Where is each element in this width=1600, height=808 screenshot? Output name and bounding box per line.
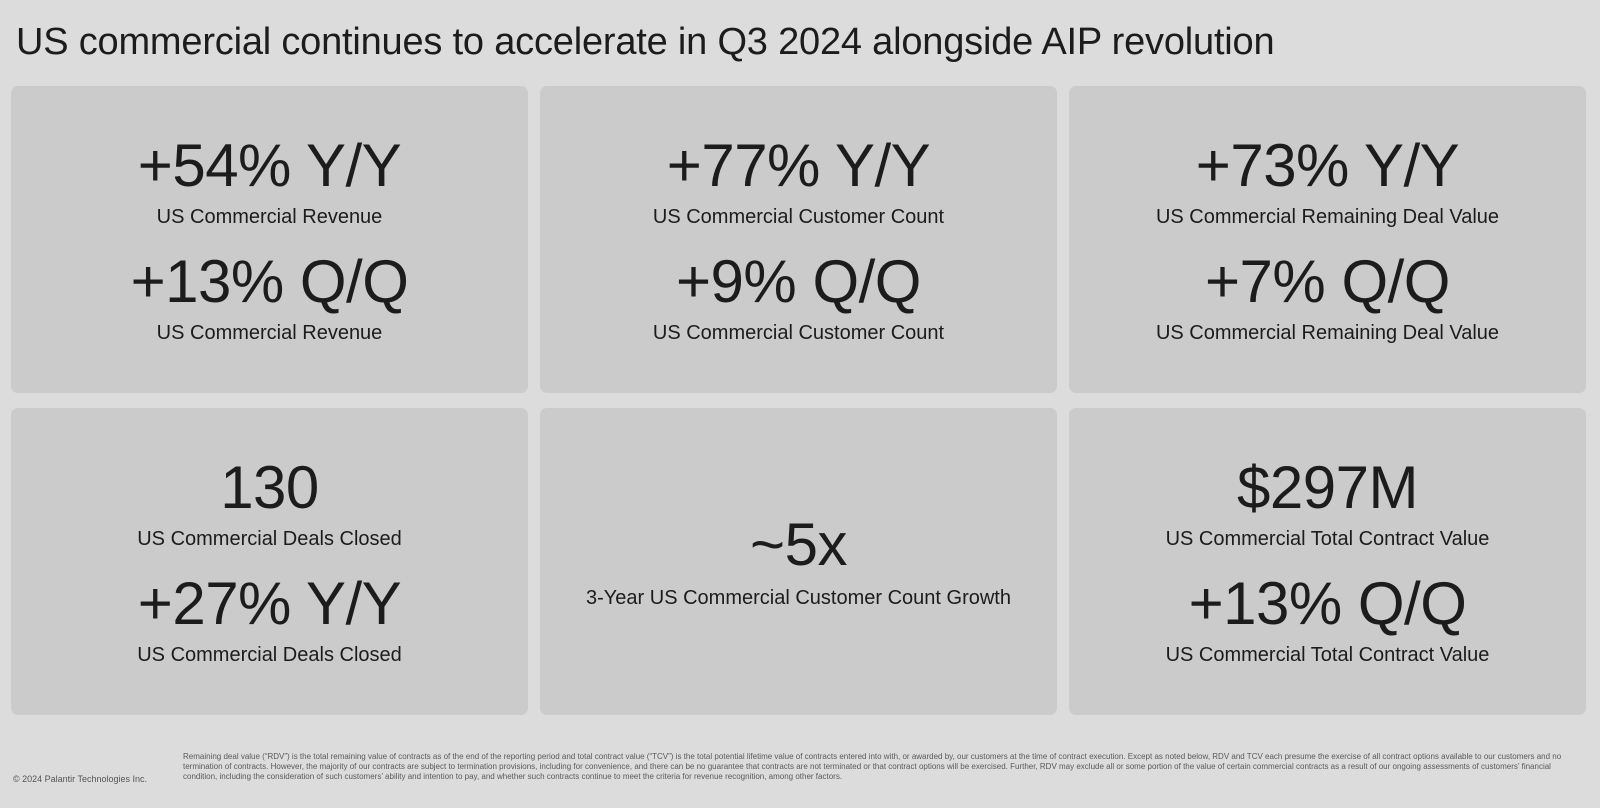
metric-rdv-yy: +73% Y/Y US Commercial Remaining Deal Va… <box>1155 131 1500 230</box>
metric-label: US Commercial Remaining Deal Value <box>1155 321 1500 344</box>
metric-label: US Commercial Customer Count <box>652 321 945 344</box>
metric-label: US Commercial Total Contract Value <box>1165 527 1490 550</box>
card-us-commercial-deals-closed: 130 US Commercial Deals Closed +27% Y/Y … <box>11 408 528 715</box>
metric-deals-closed-yy: +27% Y/Y US Commercial Deals Closed <box>137 569 402 668</box>
metric-value: +13% Q/Q <box>130 247 409 315</box>
card-us-commercial-rdv: +73% Y/Y US Commercial Remaining Deal Va… <box>1069 86 1586 393</box>
metric-value: +7% Q/Q <box>1205 247 1450 315</box>
footer: © 2024 Palantir Technologies Inc. Remain… <box>13 752 1587 796</box>
metric-value: +27% Y/Y <box>137 569 402 637</box>
metric-label: US Commercial Customer Count <box>652 205 945 228</box>
metric-label: US Commercial Deals Closed <box>137 643 402 666</box>
copyright-notice: © 2024 Palantir Technologies Inc. <box>13 774 148 784</box>
card-us-commercial-customer-count: +77% Y/Y US Commercial Customer Count +9… <box>540 86 1057 393</box>
card-us-commercial-tcv: $297M US Commercial Total Contract Value… <box>1069 408 1586 715</box>
metric-label: 3-Year US Commercial Customer Count Grow… <box>586 586 1011 609</box>
metric-label: US Commercial Remaining Deal Value <box>1155 205 1500 228</box>
card-customer-count-growth: ~5x 3-Year US Commercial Customer Count … <box>540 408 1057 715</box>
metric-value: +9% Q/Q <box>676 247 921 315</box>
metric-value: +54% Y/Y <box>137 131 402 199</box>
metric-customer-count-qq: +9% Q/Q US Commercial Customer Count <box>652 247 945 346</box>
metric-revenue-qq: +13% Q/Q US Commercial Revenue <box>130 247 409 346</box>
metric-rdv-qq: +7% Q/Q US Commercial Remaining Deal Val… <box>1155 247 1500 346</box>
page-title: US commercial continues to accelerate in… <box>16 21 1275 63</box>
metric-value: +73% Y/Y <box>1195 131 1460 199</box>
metric-revenue-yy: +54% Y/Y US Commercial Revenue <box>137 131 402 230</box>
metric-label: US Commercial Revenue <box>156 321 383 344</box>
metric-label: US Commercial Revenue <box>156 205 383 228</box>
metric-value: +13% Q/Q <box>1188 569 1467 637</box>
metric-tcv-qq: +13% Q/Q US Commercial Total Contract Va… <box>1165 569 1490 668</box>
metric-label: US Commercial Deals Closed <box>137 527 402 550</box>
metric-deals-closed-count: 130 US Commercial Deals Closed <box>137 453 402 552</box>
metric-value: 130 <box>220 453 319 521</box>
metric-tcv-value: $297M US Commercial Total Contract Value <box>1165 453 1490 552</box>
disclaimer-text: Remaining deal value (“RDV”) is the tota… <box>183 752 1562 781</box>
metric-value: $297M <box>1237 453 1418 521</box>
metric-value: ~5x <box>750 510 847 578</box>
metrics-grid: +54% Y/Y US Commercial Revenue +13% Q/Q … <box>11 86 1587 715</box>
metric-customer-count-yy: +77% Y/Y US Commercial Customer Count <box>652 131 945 230</box>
metric-value: +77% Y/Y <box>666 131 931 199</box>
metric-3yr-customer-growth: ~5x 3-Year US Commercial Customer Count … <box>586 510 1011 611</box>
card-us-commercial-revenue: +54% Y/Y US Commercial Revenue +13% Q/Q … <box>11 86 528 393</box>
metric-label: US Commercial Total Contract Value <box>1165 643 1490 666</box>
